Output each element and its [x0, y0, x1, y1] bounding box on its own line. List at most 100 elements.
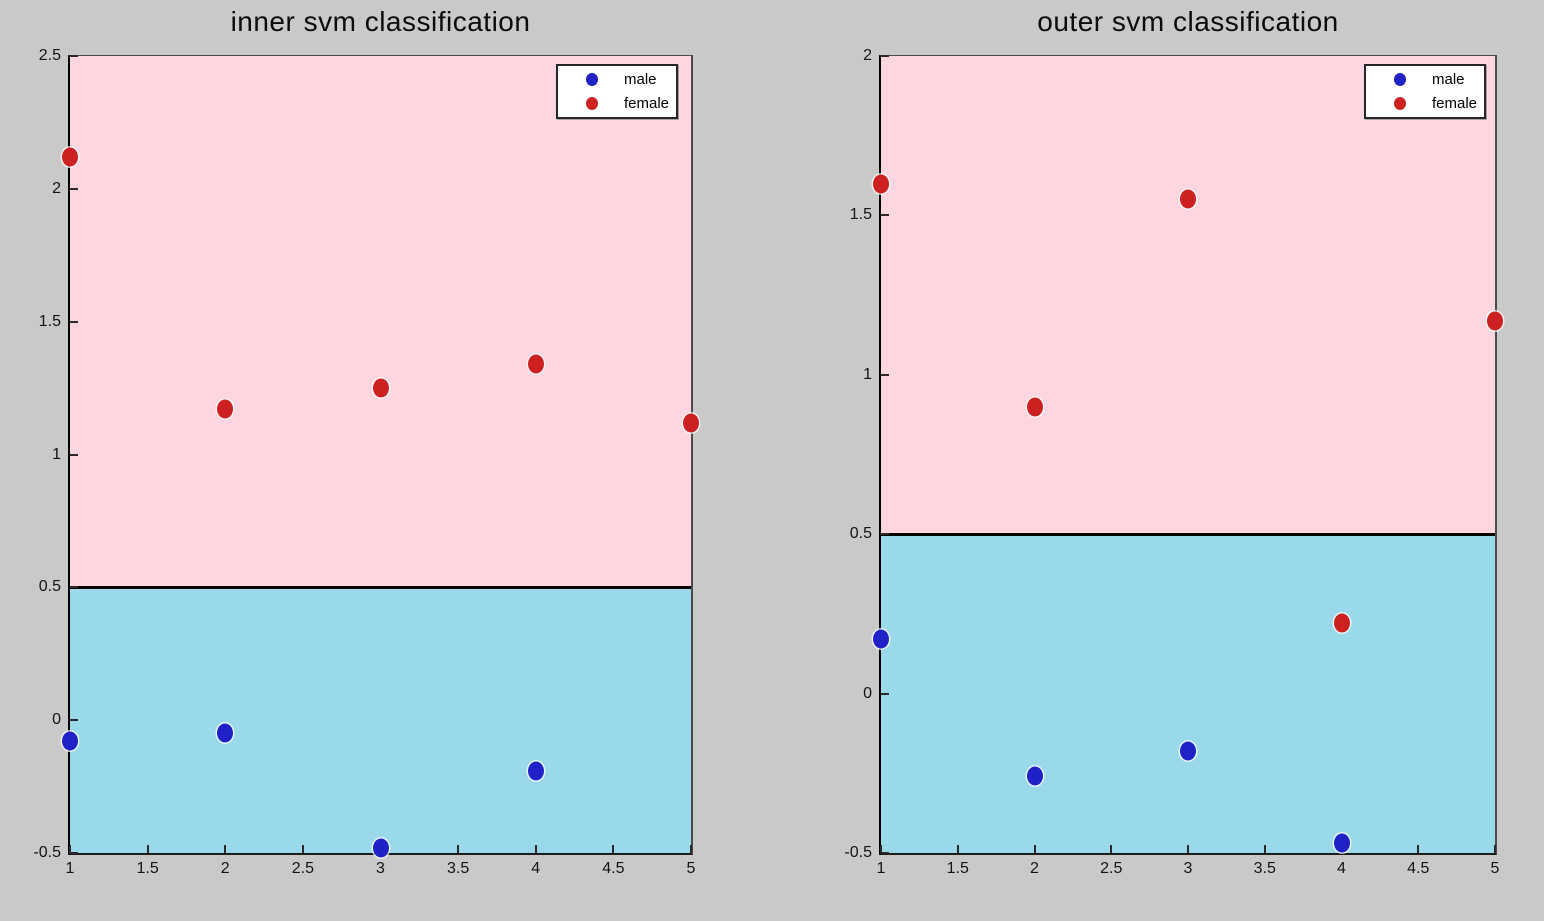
- x-tick-label: 4: [1337, 860, 1346, 877]
- x-tick-label: 3.5: [1253, 860, 1276, 877]
- female-marker-icon: [586, 96, 598, 110]
- y-tick-mark: [70, 453, 78, 456]
- plot-title: outer svm classification: [1037, 6, 1339, 37]
- y-tick-label: 0: [863, 684, 872, 702]
- y-tick-label: 0.5: [849, 525, 872, 543]
- male-data-point: [527, 761, 544, 781]
- x-tick-mark: [301, 845, 304, 853]
- female-data-point: [372, 378, 389, 398]
- x-tick-label: 2: [220, 860, 230, 877]
- y-tick-mark: [881, 533, 889, 536]
- x-tick-label: 1: [876, 860, 886, 877]
- male-data-point: [1026, 766, 1043, 786]
- y-tick-mark: [70, 187, 78, 190]
- x-tick-mark: [1494, 845, 1496, 853]
- y-tick-label: -0.5: [844, 844, 872, 861]
- y-tick-label: 1.5: [38, 312, 61, 330]
- x-tick-label: 1.5: [136, 860, 159, 877]
- x-tick-label: 4.5: [602, 860, 625, 877]
- female-data-point: [1333, 613, 1350, 633]
- x-tick-label: 2.5: [1100, 860, 1123, 877]
- male-data-point: [1180, 741, 1196, 761]
- legend-row-female: female: [1366, 92, 1484, 114]
- legend-row-female: female: [558, 92, 676, 114]
- x-tick-label: 2: [1030, 860, 1039, 877]
- plot-area: male female 1 1.5 2 2.5 3 3.5 4 4.5 5 -0.5 0 0.5 1 1.…: [33, 47, 699, 877]
- legend-row-male: male: [558, 69, 676, 91]
- x-tick-mark: [1263, 845, 1266, 853]
- legend-label-female: female: [1432, 94, 1478, 112]
- female-data-point: [683, 413, 699, 433]
- plot-area: male female 1 1.5 2 2.5 3 3.5 4 4.5 5 -0.5 0 0.5 1 1.…: [844, 47, 1503, 877]
- x-tick-label: 3.5: [447, 860, 470, 877]
- x-tick-mark: [956, 845, 959, 853]
- male-data-point: [217, 723, 234, 743]
- x-tick-mark: [69, 845, 71, 853]
- x-tick-mark: [612, 845, 615, 853]
- legend-label-female: female: [624, 94, 670, 112]
- x-tick-mark: [690, 845, 692, 853]
- x-tick-mark: [534, 845, 537, 853]
- y-tick-label: 2: [863, 47, 872, 64]
- y-tick-label: 2.5: [38, 47, 61, 64]
- female-region-fill: [881, 56, 1495, 535]
- x-tick-label: 5: [686, 860, 696, 877]
- female-data-point: [217, 399, 234, 419]
- x-tick-mark: [1110, 845, 1113, 853]
- y-tick-label: 0.5: [38, 578, 61, 596]
- x-tick-mark: [224, 845, 227, 853]
- x-tick-mark: [1187, 845, 1189, 853]
- x-tick-mark: [146, 845, 149, 853]
- legend-row-male: male: [1366, 69, 1484, 91]
- female-marker-icon: [1394, 96, 1406, 110]
- decision-boundary-line: [70, 585, 691, 589]
- female-data-point: [1487, 311, 1503, 331]
- y-tick-mark: [881, 214, 889, 217]
- female-data-point: [62, 147, 78, 167]
- male-marker-icon: [586, 73, 598, 87]
- x-tick-mark: [1033, 845, 1036, 853]
- plot: inner svm classification male female 1 1.…: [33, 6, 699, 877]
- y-tick-label: 2: [52, 179, 61, 197]
- legend-label-male: male: [624, 71, 657, 89]
- male-data-point: [372, 838, 389, 858]
- male-data-point: [1333, 833, 1350, 853]
- x-tick-label: 2.5: [291, 860, 314, 877]
- plot: outer svm classification male female 1 1.…: [844, 6, 1503, 877]
- female-data-point: [527, 354, 544, 374]
- x-tick-label: 4: [531, 860, 541, 877]
- y-tick-mark: [881, 852, 889, 854]
- legend-label-male: male: [1432, 71, 1465, 89]
- x-tick-label: 1: [65, 860, 75, 877]
- x-tick-label: 3: [1183, 860, 1193, 877]
- x-tick-label: 3: [376, 860, 385, 877]
- decision-boundary-line: [881, 532, 1495, 536]
- x-tick-mark: [1417, 845, 1420, 853]
- x-tick-mark: [880, 845, 882, 853]
- female-data-point: [1026, 397, 1043, 417]
- male-marker-icon: [1394, 73, 1406, 87]
- y-tick-label: 0: [52, 711, 61, 729]
- y-tick-label: -0.5: [33, 844, 61, 861]
- legend: male female: [1364, 64, 1486, 119]
- x-tick-label: 1.5: [946, 860, 969, 877]
- y-tick-mark: [70, 586, 78, 589]
- y-tick-mark: [70, 55, 78, 57]
- y-tick-mark: [881, 692, 889, 695]
- x-tick-label: 5: [1490, 860, 1500, 877]
- y-tick-mark: [70, 719, 78, 722]
- female-data-point: [1180, 189, 1196, 209]
- y-tick-mark: [881, 55, 889, 57]
- x-tick-label: 4.5: [1407, 860, 1430, 877]
- male-region-fill: [70, 587, 691, 853]
- male-data-point: [62, 731, 78, 751]
- y-tick-label: 1: [863, 365, 872, 383]
- plot-title: inner svm classification: [230, 6, 531, 37]
- male-region-fill: [881, 534, 1495, 853]
- y-tick-label: 1.5: [849, 206, 872, 224]
- female-data-point: [873, 174, 889, 194]
- female-region-fill: [70, 56, 691, 588]
- legend: male female: [556, 64, 678, 119]
- male-data-point: [873, 629, 889, 649]
